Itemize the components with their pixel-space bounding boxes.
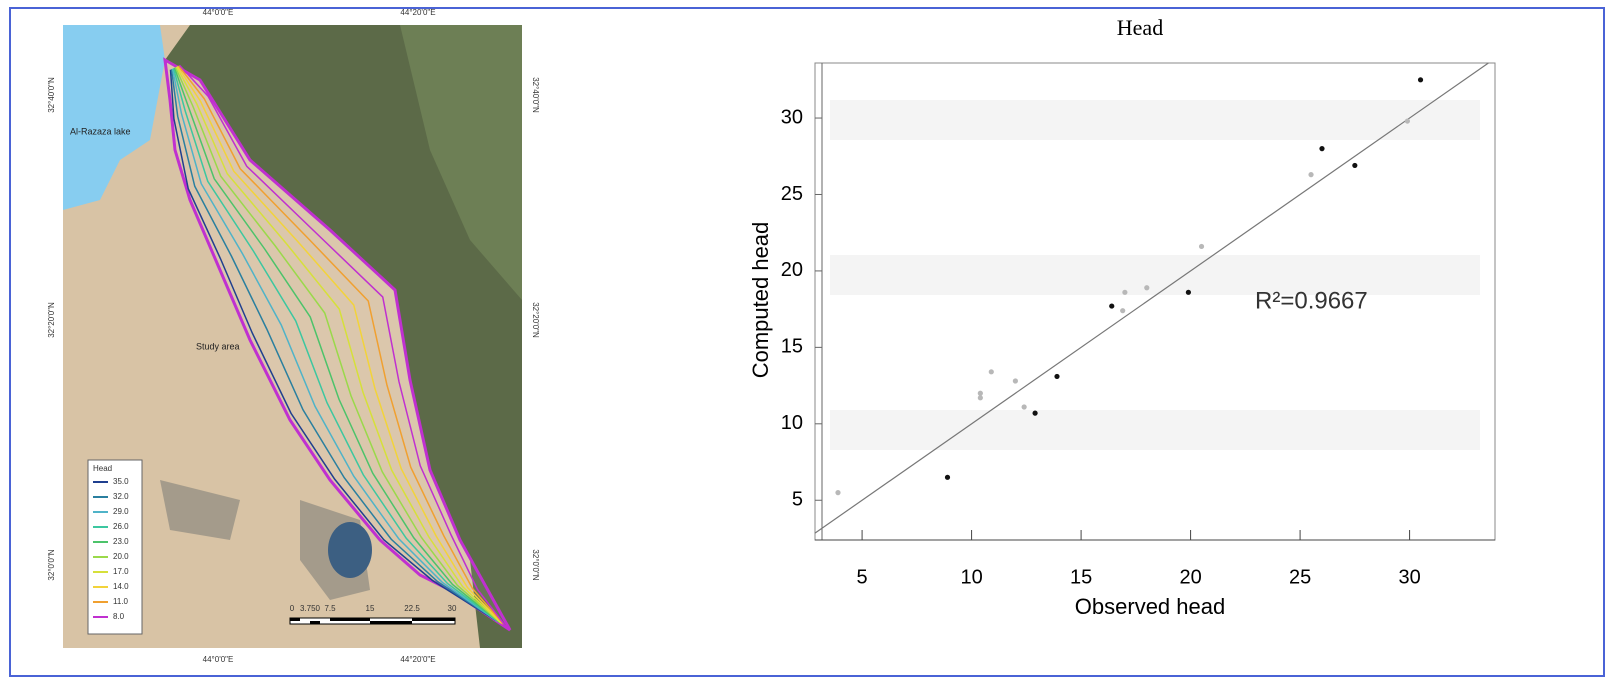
y-tick-label: 25	[781, 183, 803, 205]
point	[988, 369, 994, 375]
lat-label: 32°0'0"N	[47, 549, 56, 580]
x-axis-label: Observed head	[1075, 594, 1225, 619]
point	[1032, 410, 1038, 416]
map: Al-Razaza lake Study area Head 35.0 32.0 2…	[63, 25, 522, 648]
point	[944, 474, 951, 480]
lon-label: 44°20'0"E	[400, 8, 435, 17]
lat-label: 32°0'0"N	[531, 549, 540, 580]
lake	[63, 25, 165, 210]
scale-label: 7.5	[324, 604, 336, 613]
point	[1021, 404, 1027, 410]
y-tick-label: 30	[781, 106, 803, 128]
plot-frame	[814, 62, 1496, 541]
legend-box	[87, 459, 143, 635]
x-tick-label: 15	[1070, 566, 1092, 588]
y-axis-label: Computed head	[748, 222, 773, 379]
lat-label: 32°40'0"N	[47, 77, 56, 113]
x-tick-label: 25	[1289, 566, 1311, 588]
y-tick-label: 15	[781, 336, 803, 358]
legend-label: 17.0	[113, 567, 129, 576]
x-tick-label: 30	[1398, 566, 1420, 588]
point	[1404, 118, 1410, 124]
x-tick-label: 20	[1179, 566, 1201, 588]
chart-title: Head	[1117, 15, 1163, 40]
legend-label: 32.0	[113, 492, 129, 501]
point	[1352, 162, 1358, 169]
contour-line	[174, 66, 501, 624]
contour-line	[176, 65, 504, 625]
vegetation	[165, 25, 522, 648]
lon-label: 44°0'0"E	[203, 655, 234, 664]
legend-label: 23.0	[113, 537, 129, 546]
point	[1109, 303, 1115, 309]
point	[1198, 243, 1205, 250]
contour-line	[171, 68, 498, 622]
legend-label: 11.0	[113, 597, 129, 606]
legend-label: 14.0	[113, 582, 129, 591]
scale-label: 0	[290, 604, 295, 613]
scale-bar	[289, 617, 456, 625]
contour-line	[175, 66, 503, 624]
legend-label: 20.0	[113, 552, 129, 561]
point	[977, 395, 983, 401]
point	[1144, 285, 1150, 291]
contour-line	[170, 69, 497, 622]
x-tick-label: 10	[960, 566, 982, 588]
y-tick-label: 20	[781, 259, 803, 281]
point	[1012, 378, 1018, 384]
contour-line	[178, 64, 506, 626]
point	[1308, 172, 1314, 178]
contour-line	[177, 65, 505, 625]
lon-label: 44°20'0"E	[400, 655, 435, 664]
scale-label: 15	[366, 604, 375, 613]
point	[1417, 77, 1424, 83]
legend-label: 35.0	[113, 477, 129, 486]
contour-line	[172, 68, 499, 623]
point	[1054, 373, 1060, 380]
x-tick-label: 5	[857, 566, 868, 588]
area-label: Study area	[196, 341, 240, 351]
legend-title: Head	[93, 464, 112, 473]
point	[1120, 308, 1126, 314]
lon-label: 44°0'0"E	[203, 8, 234, 17]
point	[1319, 146, 1325, 152]
scale-label: 22.5	[404, 604, 420, 613]
lat-label: 32°20'0"N	[47, 302, 56, 338]
vegetation	[400, 25, 522, 300]
scale-label: 30	[448, 604, 457, 613]
point	[1185, 289, 1191, 295]
legend-label: 29.0	[113, 507, 129, 516]
point	[1122, 289, 1128, 295]
water-body	[328, 522, 372, 578]
legend-label: 26.0	[113, 522, 129, 531]
lat-label: 32°40'0"N	[531, 77, 540, 113]
contour-line	[169, 69, 496, 621]
identity-line	[814, 62, 1489, 534]
terrain	[160, 480, 370, 600]
y-tick-label: 5	[792, 489, 803, 511]
lat-label: 32°20'0"N	[531, 302, 540, 338]
legend-label: 8.0	[113, 612, 125, 621]
scale-label: 3.750	[300, 604, 321, 613]
point	[835, 490, 841, 496]
contour-line	[173, 67, 500, 623]
lake-label: Al-Razaza lake	[70, 126, 131, 136]
plot-area	[814, 62, 1496, 541]
y-tick-label: 10	[781, 412, 803, 434]
annotation: R²=0.9667	[1255, 287, 1368, 314]
point	[977, 390, 983, 396]
